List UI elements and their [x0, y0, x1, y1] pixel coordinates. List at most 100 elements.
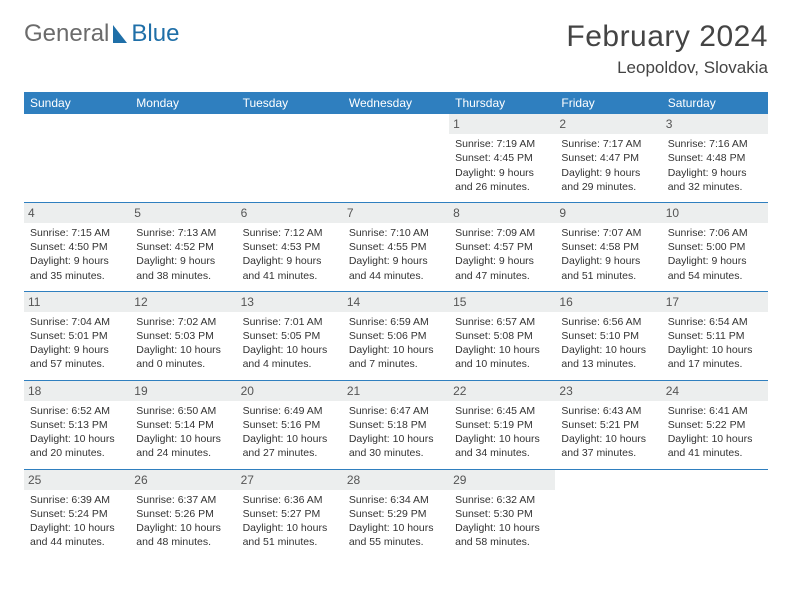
daylight-text: Daylight: 9 hours and 32 minutes. — [668, 166, 762, 194]
day-number: 4 — [24, 203, 130, 223]
day-number: 25 — [24, 470, 130, 490]
day-number: 17 — [662, 292, 768, 312]
day-number: 7 — [343, 203, 449, 223]
calendar-day-cell: 23Sunrise: 6:43 AMSunset: 5:21 PMDayligh… — [555, 380, 661, 469]
sunrise-text: Sunrise: 7:04 AM — [30, 315, 124, 329]
calendar-day-cell: . — [237, 114, 343, 202]
daylight-text: Daylight: 10 hours and 58 minutes. — [455, 521, 549, 549]
daylight-text: Daylight: 9 hours and 26 minutes. — [455, 166, 549, 194]
sunset-text: Sunset: 5:26 PM — [136, 507, 230, 521]
sunrise-text: Sunrise: 6:52 AM — [30, 404, 124, 418]
sunrise-text: Sunrise: 7:10 AM — [349, 226, 443, 240]
calendar-day-cell: . — [555, 469, 661, 557]
sunrise-text: Sunrise: 7:06 AM — [668, 226, 762, 240]
sunset-text: Sunset: 5:11 PM — [668, 329, 762, 343]
sunset-text: Sunset: 5:00 PM — [668, 240, 762, 254]
day-number: 13 — [237, 292, 343, 312]
sunrise-text: Sunrise: 7:07 AM — [561, 226, 655, 240]
sunset-text: Sunset: 5:16 PM — [243, 418, 337, 432]
calendar-week-row: 11Sunrise: 7:04 AMSunset: 5:01 PMDayligh… — [24, 291, 768, 380]
sunrise-text: Sunrise: 7:12 AM — [243, 226, 337, 240]
day-number: 23 — [555, 381, 661, 401]
sunrise-text: Sunrise: 6:41 AM — [668, 404, 762, 418]
calendar-day-cell: . — [662, 469, 768, 557]
sunrise-text: Sunrise: 7:17 AM — [561, 137, 655, 151]
day-number: 26 — [130, 470, 236, 490]
calendar-day-cell: 11Sunrise: 7:04 AMSunset: 5:01 PMDayligh… — [24, 291, 130, 380]
calendar-day-cell: 26Sunrise: 6:37 AMSunset: 5:26 PMDayligh… — [130, 469, 236, 557]
daylight-text: Daylight: 10 hours and 10 minutes. — [455, 343, 549, 371]
sunrise-text: Sunrise: 6:54 AM — [668, 315, 762, 329]
calendar-day-cell: . — [130, 114, 236, 202]
sunset-text: Sunset: 5:08 PM — [455, 329, 549, 343]
sunset-text: Sunset: 5:05 PM — [243, 329, 337, 343]
sunrise-text: Sunrise: 7:15 AM — [30, 226, 124, 240]
daylight-text: Daylight: 9 hours and 57 minutes. — [30, 343, 124, 371]
daylight-text: Daylight: 9 hours and 47 minutes. — [455, 254, 549, 282]
calendar-day-cell: 9 Sunrise: 7:07 AMSunset: 4:58 PMDaylight… — [555, 202, 661, 291]
day-number: 24 — [662, 381, 768, 401]
daylight-text: Daylight: 10 hours and 44 minutes. — [30, 521, 124, 549]
calendar-day-cell: 14Sunrise: 6:59 AMSunset: 5:06 PMDayligh… — [343, 291, 449, 380]
daylight-text: Daylight: 9 hours and 29 minutes. — [561, 166, 655, 194]
day-number: 5 — [130, 203, 236, 223]
title-block: February 2024 Leopoldov, Slovakia — [566, 20, 768, 78]
sunrise-text: Sunrise: 6:32 AM — [455, 493, 549, 507]
sunrise-text: Sunrise: 7:13 AM — [136, 226, 230, 240]
sunrise-text: Sunrise: 6:37 AM — [136, 493, 230, 507]
sunset-text: Sunset: 4:58 PM — [561, 240, 655, 254]
calendar-day-cell: 3Sunrise: 7:16 AMSunset: 4:48 PMDaylight… — [662, 114, 768, 202]
sunset-text: Sunset: 5:27 PM — [243, 507, 337, 521]
sunset-text: Sunset: 5:19 PM — [455, 418, 549, 432]
daylight-text: Daylight: 10 hours and 0 minutes. — [136, 343, 230, 371]
daylight-text: Daylight: 10 hours and 30 minutes. — [349, 432, 443, 460]
sunset-text: Sunset: 4:55 PM — [349, 240, 443, 254]
calendar-day-cell: 7Sunrise: 7:10 AMSunset: 4:55 PMDaylight… — [343, 202, 449, 291]
logo-text-2: Blue — [131, 20, 179, 48]
daylight-text: Daylight: 9 hours and 54 minutes. — [668, 254, 762, 282]
logo-text-1: General — [24, 20, 109, 48]
day-number: 21 — [343, 381, 449, 401]
calendar-day-cell: 22Sunrise: 6:45 AMSunset: 5:19 PMDayligh… — [449, 380, 555, 469]
sunset-text: Sunset: 4:47 PM — [561, 151, 655, 165]
day-number: 27 — [237, 470, 343, 490]
calendar-table: Sunday Monday Tuesday Wednesday Thursday… — [24, 92, 768, 557]
calendar-day-cell: . — [343, 114, 449, 202]
day-number: 9 — [555, 203, 661, 223]
sunrise-text: Sunrise: 7:02 AM — [136, 315, 230, 329]
sunset-text: Sunset: 4:53 PM — [243, 240, 337, 254]
calendar-day-cell: 28Sunrise: 6:34 AMSunset: 5:29 PMDayligh… — [343, 469, 449, 557]
daylight-text: Daylight: 10 hours and 27 minutes. — [243, 432, 337, 460]
day-number: 8 — [449, 203, 555, 223]
sunset-text: Sunset: 4:48 PM — [668, 151, 762, 165]
calendar-day-cell: 17Sunrise: 6:54 AMSunset: 5:11 PMDayligh… — [662, 291, 768, 380]
calendar-day-cell: 2 Sunrise: 7:17 AMSunset: 4:47 PMDaylight… — [555, 114, 661, 202]
day-number: 10 — [662, 203, 768, 223]
weekday-header: Thursday — [449, 92, 555, 114]
day-number: 28 — [343, 470, 449, 490]
daylight-text: Daylight: 10 hours and 55 minutes. — [349, 521, 443, 549]
sunset-text: Sunset: 5:30 PM — [455, 507, 549, 521]
weekday-header: Friday — [555, 92, 661, 114]
sunset-text: Sunset: 5:29 PM — [349, 507, 443, 521]
sunrise-text: Sunrise: 6:56 AM — [561, 315, 655, 329]
day-number: 6 — [237, 203, 343, 223]
page-header: General Blue February 2024 Leopoldov, Slo… — [24, 20, 768, 78]
sunrise-text: Sunrise: 6:39 AM — [30, 493, 124, 507]
sunset-text: Sunset: 4:57 PM — [455, 240, 549, 254]
daylight-text: Daylight: 9 hours and 51 minutes. — [561, 254, 655, 282]
sunset-text: Sunset: 5:24 PM — [30, 507, 124, 521]
calendar-day-cell: 12Sunrise: 7:02 AMSunset: 5:03 PMDayligh… — [130, 291, 236, 380]
day-number: 20 — [237, 381, 343, 401]
logo-triangle-icon — [113, 25, 127, 43]
calendar-day-cell: 25 Sunrise: 6:39 AMSunset: 5:24 PMDayligh… — [24, 469, 130, 557]
day-number: 16 — [555, 292, 661, 312]
sunset-text: Sunset: 5:22 PM — [668, 418, 762, 432]
day-number: 2 — [555, 114, 661, 134]
sunset-text: Sunset: 5:18 PM — [349, 418, 443, 432]
sunset-text: Sunset: 5:10 PM — [561, 329, 655, 343]
day-number: 15 — [449, 292, 555, 312]
daylight-text: Daylight: 10 hours and 13 minutes. — [561, 343, 655, 371]
calendar-day-cell: 13Sunrise: 7:01 AMSunset: 5:05 PMDayligh… — [237, 291, 343, 380]
location-label: Leopoldov, Slovakia — [566, 58, 768, 78]
